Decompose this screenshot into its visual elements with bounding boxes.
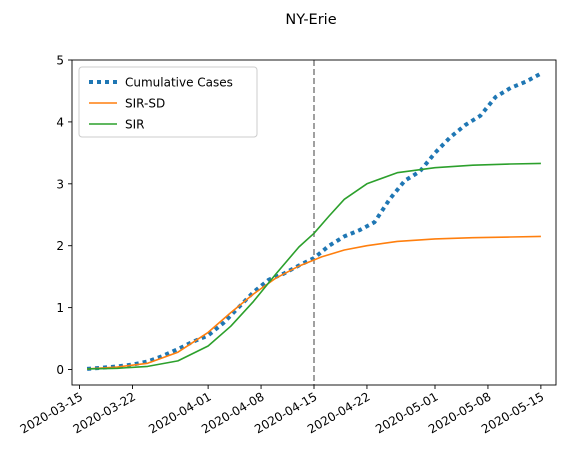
- y-tick-label: 2: [56, 239, 64, 253]
- y-tick-label: 0: [56, 363, 64, 377]
- legend-label: Cumulative Cases: [125, 76, 233, 90]
- plot-area: [86, 60, 542, 385]
- y-tick-label: 4: [56, 115, 64, 129]
- chart-title: NY-Erie: [285, 12, 336, 28]
- y-tick-label: 3: [56, 177, 64, 191]
- legend-label: SIR-SD: [125, 97, 165, 111]
- y-tick-label: 1: [56, 301, 64, 315]
- series-line-2: [87, 162, 541, 370]
- legend-label: SIR: [125, 118, 145, 132]
- y-tick-label: 5: [56, 54, 64, 68]
- series-line-1: [87, 235, 541, 370]
- series-line-0: [86, 71, 542, 371]
- legend: Cumulative Cases SIR-SD SIR: [78, 66, 258, 138]
- legend-box: [78, 66, 258, 138]
